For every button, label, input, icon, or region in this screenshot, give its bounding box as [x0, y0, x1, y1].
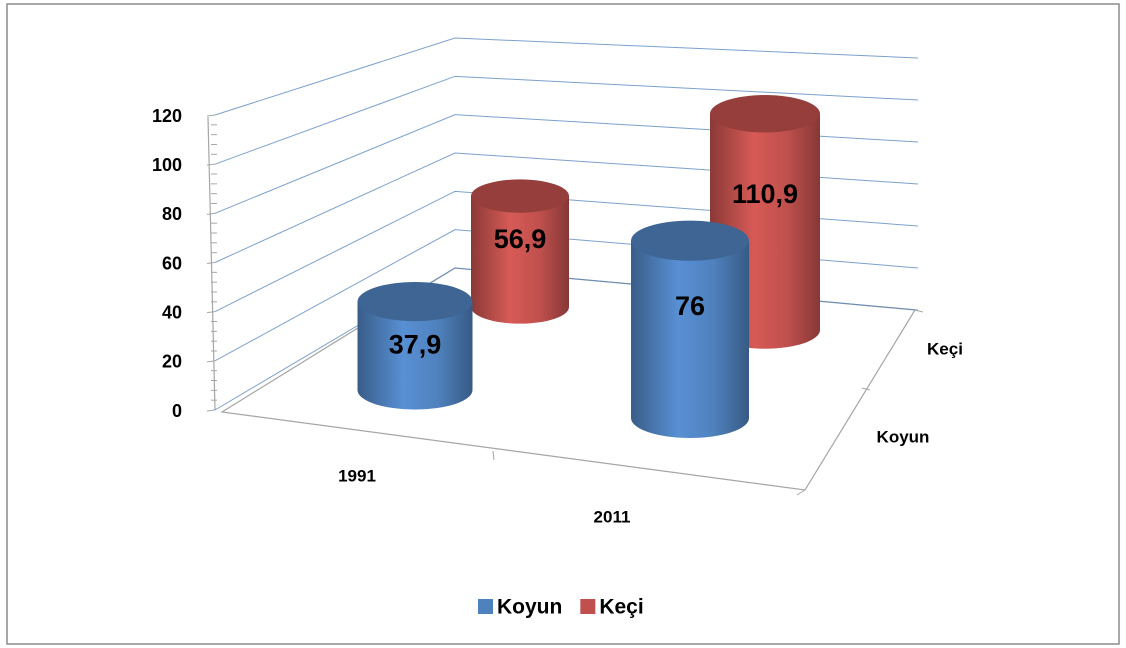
y-tick-label: 20	[162, 352, 182, 372]
legend-label: Keçi	[599, 596, 643, 619]
legend-swatch	[580, 599, 596, 614]
cylinder-top	[471, 179, 569, 213]
z-tick	[861, 387, 871, 391]
y-tick	[206, 212, 216, 215]
z-tick	[914, 309, 924, 313]
cylinder-body	[471, 196, 569, 324]
x-tick-label: 1991	[338, 466, 376, 485]
y-tick	[206, 409, 216, 412]
grid-line	[214, 37, 919, 116]
y-tick-label: 120	[152, 106, 182, 126]
chart-border	[6, 3, 1120, 645]
cylinder-top	[710, 95, 820, 133]
y-tick	[206, 114, 216, 117]
x-tick	[796, 489, 806, 496]
x-tick-label: 2011	[594, 507, 631, 526]
z-tick-label: Koyun	[877, 427, 930, 446]
cylinder-top	[357, 282, 473, 322]
cylinder-body	[631, 240, 749, 439]
y-tick-label: 60	[162, 253, 182, 273]
z-tick-label: Keçi	[927, 339, 963, 358]
y-tick-label: 80	[162, 204, 182, 224]
legend-swatch	[478, 599, 493, 614]
value-label: 110,9	[732, 179, 798, 209]
cylinder-body	[357, 301, 473, 410]
cylinder-top	[631, 220, 749, 261]
grid-line	[214, 75, 919, 165]
y-tick-label: 40	[162, 302, 182, 322]
y-tick	[206, 163, 216, 166]
legend-label: Koyun	[497, 596, 562, 619]
value-label: 56,9	[494, 224, 547, 254]
x-tick	[492, 450, 495, 461]
y-tick	[206, 262, 216, 264]
y-tick	[206, 311, 216, 314]
value-label: 37,9	[389, 330, 442, 360]
y-tick-label: 0	[172, 401, 182, 421]
y-tick-label: 100	[152, 155, 182, 175]
value-label: 76	[675, 291, 705, 321]
y-tick	[206, 360, 216, 363]
